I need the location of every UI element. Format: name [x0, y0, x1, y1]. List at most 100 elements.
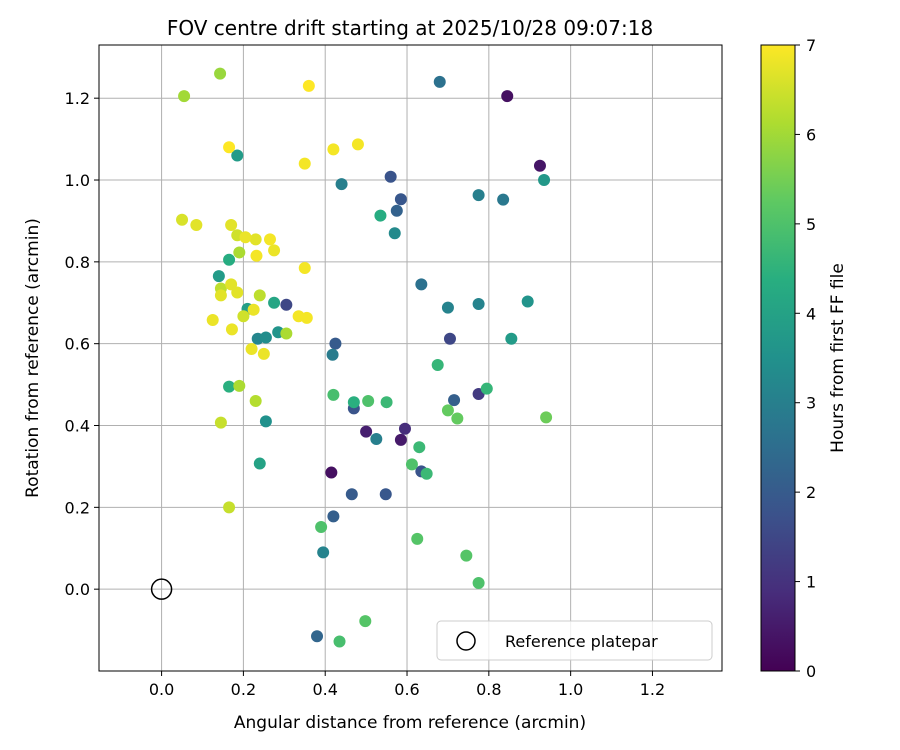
scatter-point [540, 411, 553, 424]
scatter-point [300, 311, 313, 324]
scatter-point [501, 90, 514, 103]
scatter-point [347, 396, 360, 409]
x-tick-label: 1.0 [558, 680, 583, 699]
scatter-point [268, 244, 281, 257]
scatter-point [394, 433, 407, 446]
scatter-point [326, 348, 339, 361]
colorbar-tick-label: 7 [806, 36, 816, 55]
scatter-point [329, 337, 342, 350]
scatter-point [325, 466, 338, 479]
scatter-point [225, 219, 238, 232]
y-axis-label: Rotation from reference (arcmin) [23, 218, 43, 498]
scatter-point [237, 310, 250, 323]
scatter-point [223, 141, 236, 154]
scatter-point [480, 382, 493, 395]
scatter-point [472, 297, 485, 310]
scatter-point [460, 549, 473, 562]
scatter-point [214, 416, 227, 429]
scatter-point [239, 231, 252, 244]
scatter-point [253, 457, 266, 470]
scatter-point [497, 193, 510, 206]
scatter-point [411, 532, 424, 545]
colorbar-label: Hours from first FF file [828, 263, 848, 453]
colorbar-ticks: 0 1 2 3 4 5 6 7 [795, 36, 816, 681]
colorbar-tick-label: 6 [806, 125, 816, 144]
scatter-point [233, 246, 246, 259]
scatter-point [178, 90, 191, 103]
scatter-point [380, 396, 393, 409]
scatter-point [257, 347, 270, 360]
scatter-point [420, 467, 433, 480]
y-tick-label: 0.0 [65, 580, 90, 599]
colorbar-tick-label: 4 [806, 304, 816, 323]
scatter-point [214, 67, 227, 80]
scatter-point [472, 577, 485, 590]
scatter-point [231, 149, 244, 162]
scatter-point [263, 233, 276, 246]
scatter-point [345, 488, 358, 501]
scatter-point [327, 143, 340, 156]
axis-ticks: 0.0 0.2 0.4 0.6 0.8 1.0 1.2 0.0 0.2 0.4 0.6 0.8 1.0 1… [65, 89, 666, 699]
scatter-point [247, 303, 260, 316]
scatter-point [311, 630, 324, 643]
scatter-point [398, 422, 411, 435]
scatter-point [268, 296, 281, 309]
x-axis-label: Angular distance from reference (arcmin) [234, 713, 586, 733]
scatter-point [225, 323, 238, 336]
scatter-point [394, 193, 407, 206]
y-tick-label: 0.4 [65, 417, 90, 436]
colorbar-tick-label: 1 [806, 573, 816, 592]
x-tick-label: 0.2 [231, 680, 256, 699]
scatter-point [370, 433, 383, 446]
scatter-point [533, 159, 546, 172]
scatter-point [206, 313, 219, 326]
scatter-point [327, 510, 340, 523]
scatter-point [327, 388, 340, 401]
scatter-point [250, 249, 263, 262]
colorbar [760, 44, 796, 672]
scatter-point [333, 635, 346, 648]
x-tick-label: 0.8 [476, 680, 501, 699]
colorbar-tick-label: 0 [806, 662, 816, 681]
colorbar-tick-label: 3 [806, 394, 816, 413]
scatter-point [245, 342, 258, 355]
scatter-point [259, 415, 272, 428]
scatter-point [249, 233, 262, 246]
scatter-point [415, 278, 428, 291]
scatter-point [451, 412, 464, 425]
scatter-point [405, 458, 418, 471]
y-tick-label: 1.2 [65, 89, 90, 108]
scatter-point [472, 189, 485, 202]
y-tick-label: 0.8 [65, 253, 90, 272]
x-tick-label: 0.6 [394, 680, 419, 699]
chart-title: FOV centre drift starting at 2025/10/28 … [167, 16, 653, 40]
scatter-point [214, 289, 227, 302]
scatter-point [298, 261, 311, 274]
x-tick-label: 0.4 [312, 680, 337, 699]
scatter-point [253, 289, 266, 302]
scatter-point [413, 441, 426, 454]
scatter-point [431, 358, 444, 371]
scatter-point [362, 394, 375, 407]
scatter-point [448, 394, 461, 407]
scatter-point [360, 425, 373, 438]
scatter-point [298, 157, 311, 170]
scatter-point [223, 380, 236, 393]
legend-box [436, 620, 713, 661]
scatter-point [443, 332, 456, 345]
y-tick-label: 0.6 [65, 335, 90, 354]
x-tick-label: 0.0 [149, 680, 174, 699]
scatter-point [176, 213, 189, 226]
scatter-point [280, 298, 293, 311]
scatter-point [315, 520, 328, 533]
scatter-point [538, 174, 551, 187]
scatter-point [505, 332, 518, 345]
scatter-point [388, 227, 401, 240]
x-tick-label: 1.2 [640, 680, 665, 699]
scatter-point [190, 219, 203, 232]
scatter-point [280, 327, 293, 340]
colorbar-tick-label: 2 [806, 483, 816, 502]
legend-entry-label: Reference platepar [505, 632, 658, 651]
scatter-point [302, 79, 315, 92]
